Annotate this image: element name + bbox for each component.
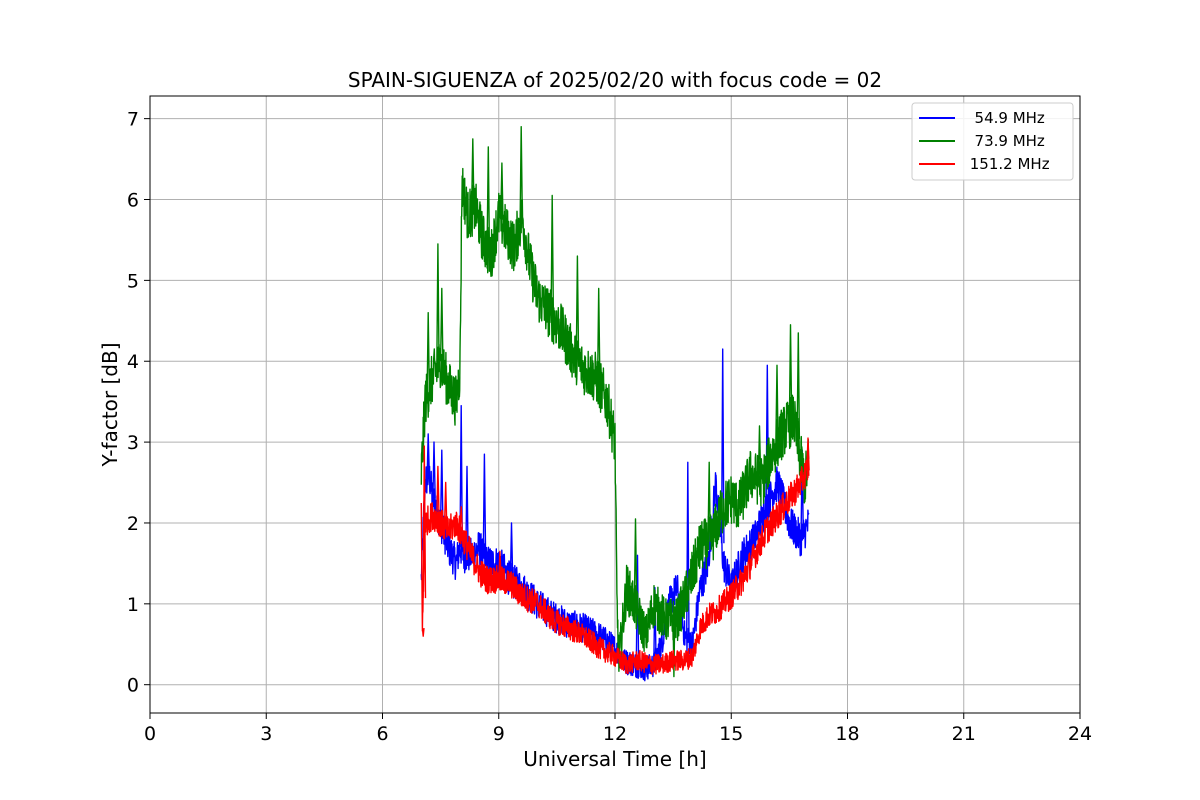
series-3 [420,437,810,675]
series-line [420,437,810,675]
x-tick-label: 24 [1068,723,1092,745]
x-tick-label: 3 [260,723,272,745]
y-tick-label: 2 [127,513,139,535]
x-axis-label: Universal Time [h] [523,747,706,771]
legend: 54.9 MHz 73.9 MHz 151.2 MHz [911,102,1074,181]
y-tick-label: 4 [127,351,139,373]
y-tick-label: 3 [127,432,139,454]
x-tick-label: 18 [835,723,859,745]
y-tick-label: 1 [127,594,139,616]
chart-title: SPAIN-SIGUENZA of 2025/02/20 with focus … [348,68,882,92]
y-tick-label: 6 [127,190,139,212]
y-tick-label: 0 [127,675,139,697]
x-tick-label: 0 [144,723,156,745]
x-tick-label: 15 [719,723,743,745]
legend-label: 54.9 MHz [965,109,1045,127]
legend-label: 151.2 MHz [965,155,1050,173]
x-tick-label: 21 [952,723,976,745]
series-layer [420,126,810,682]
x-tick-label: 9 [493,723,505,745]
series-2 [420,126,810,678]
y-axis-label: Y-factor [dB] [98,342,122,467]
x-tick-label: 6 [376,723,388,745]
y-tick-label: 5 [127,270,139,292]
legend-label: 73.9 MHz [965,132,1045,150]
legend-box [911,102,1074,181]
y-tick-label: 7 [127,109,139,131]
x-tick-label: 12 [603,723,627,745]
series-line [420,126,810,678]
